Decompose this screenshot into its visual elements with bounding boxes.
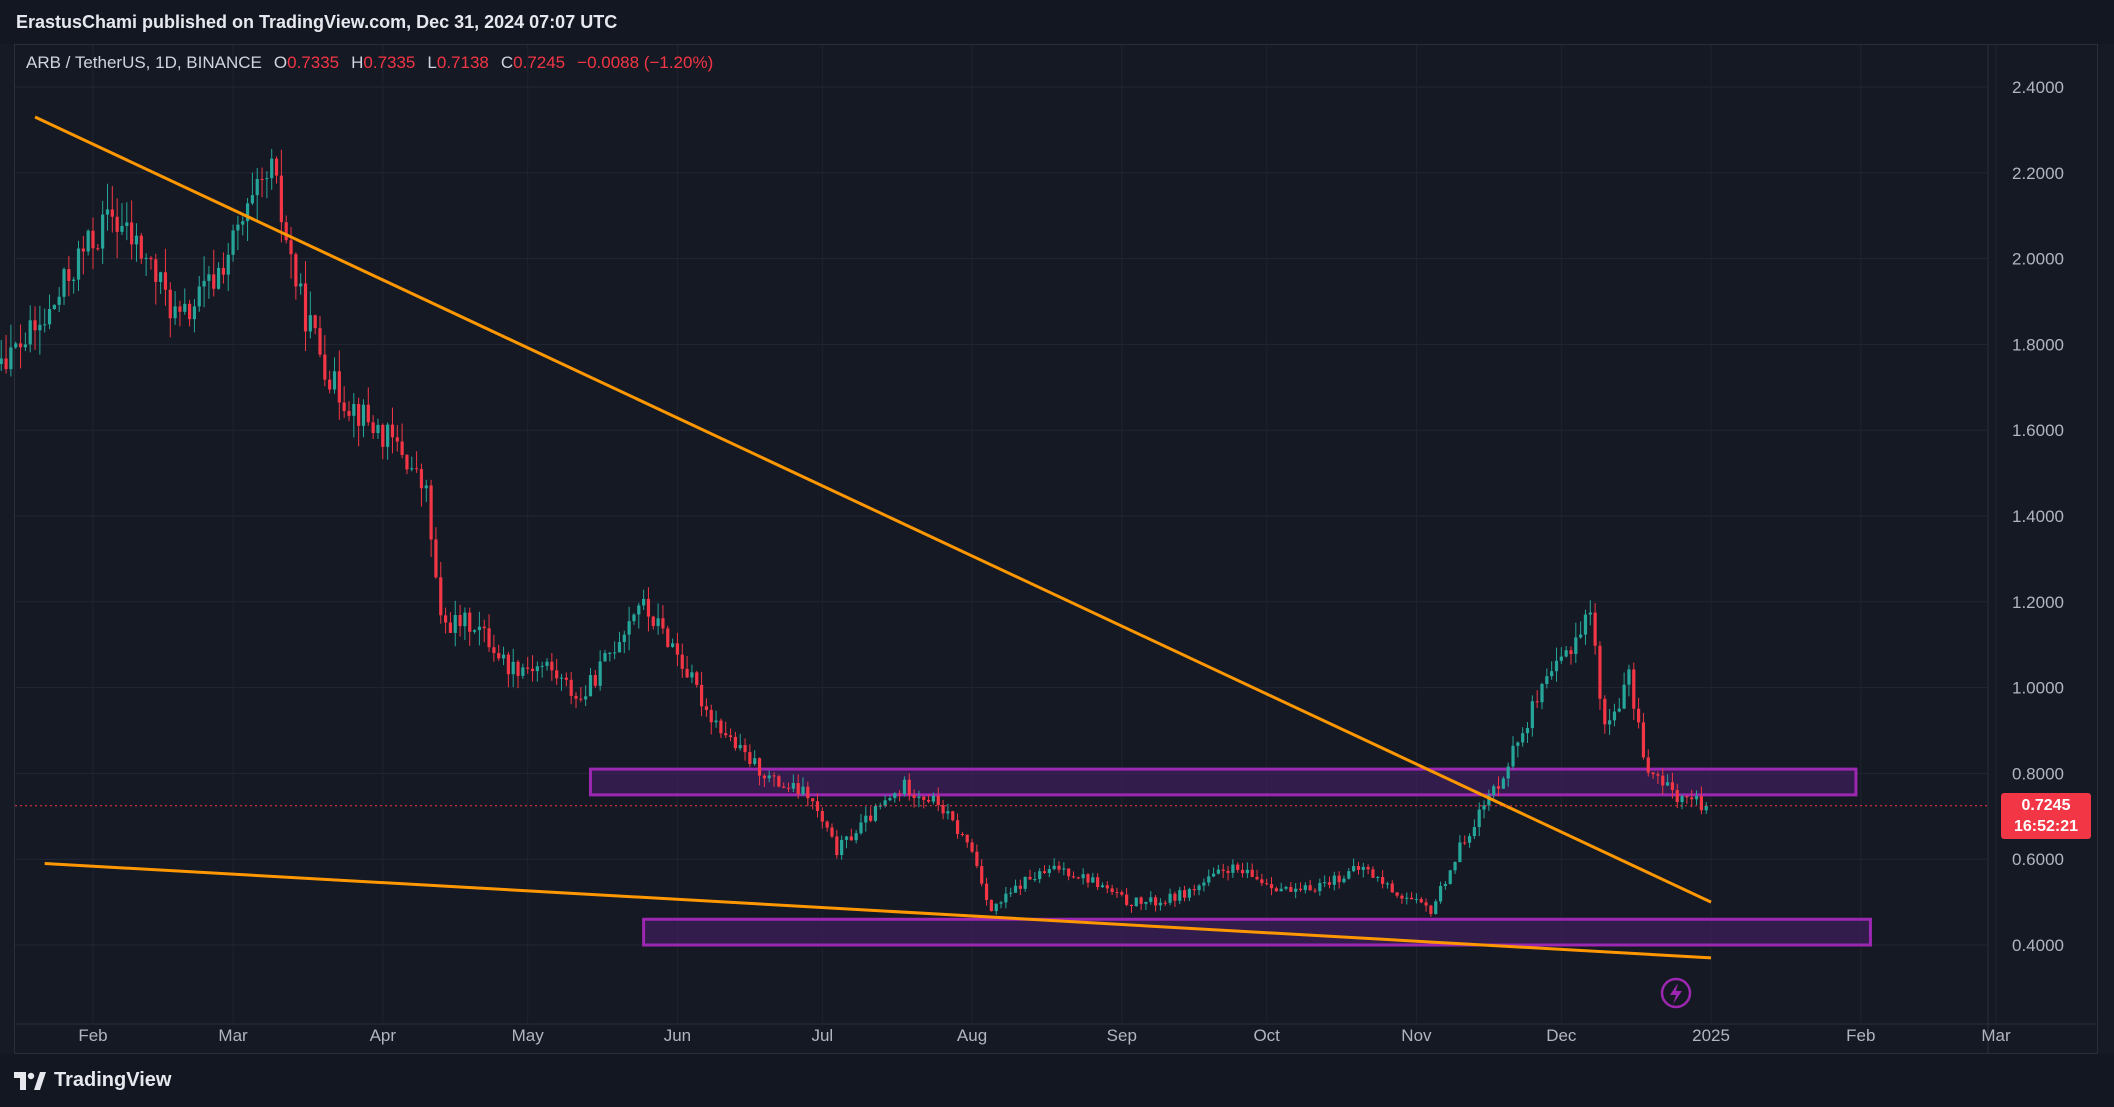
candle-body [9, 347, 13, 370]
close-value: 0.7245 [513, 53, 566, 72]
close-label: C [500, 53, 514, 72]
bottom-bar: TradingView [0, 1054, 2114, 1107]
brand[interactable]: TradingView [14, 1069, 171, 1092]
chart-area[interactable] [14, 44, 2098, 1054]
tradingview-logo-icon [14, 1071, 46, 1090]
brand-name: TradingView [54, 1069, 172, 1091]
high-label: H [351, 53, 364, 72]
high-value: 0.7335 [363, 53, 416, 72]
open-value: 0.7335 [287, 53, 340, 72]
symbol-name[interactable]: ARB / TetherUS, 1D, BINANCE [26, 53, 262, 72]
bar-countdown: 16:52:21 [2013, 818, 2079, 835]
price-change: −0.0088 (−1.20%) [577, 53, 714, 72]
last-price-tag: 0.7245 16:52:21 [2001, 793, 2091, 839]
top-bar: ErastusChami published on TradingView.co… [0, 0, 2114, 44]
low-value: 0.7138 [436, 53, 489, 72]
symbol-legend: ARB / TetherUS, 1D, BINANCE O0.7335 H0.7… [26, 53, 713, 73]
low-label: L [427, 53, 437, 72]
candle-body [4, 358, 8, 370]
candle-body [0, 358, 3, 365]
published-info: ErastusChami published on TradingView.co… [16, 11, 618, 32]
last-price-value: 0.7245 [2021, 797, 2071, 814]
open-label: O [273, 53, 288, 72]
